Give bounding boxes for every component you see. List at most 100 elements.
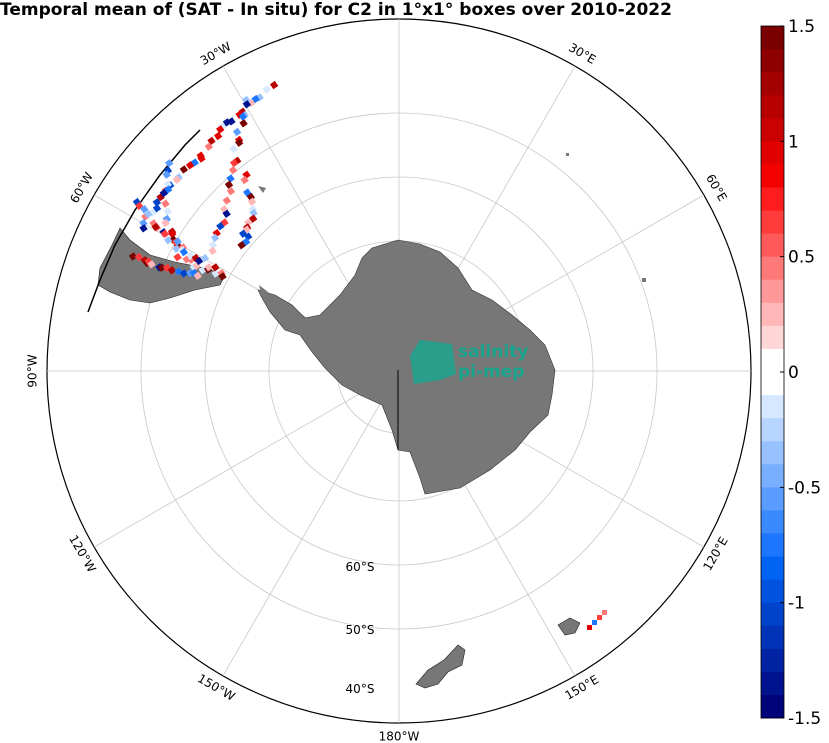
data-pixel	[204, 142, 213, 151]
data-pixel	[248, 214, 258, 223]
data-pixel	[222, 209, 231, 218]
data-pixel	[226, 187, 236, 196]
colorbar-swatch	[761, 694, 784, 719]
data-pixel	[134, 252, 144, 262]
data-pixel	[234, 138, 244, 147]
data-pixel	[172, 175, 182, 184]
data-pixel	[179, 165, 189, 174]
data-pixel	[602, 610, 607, 615]
latitude-label: 60°S	[346, 560, 375, 574]
colorbar-swatch	[761, 487, 784, 511]
data-pixel	[172, 244, 181, 254]
data-pixel	[164, 158, 174, 168]
data-pixel	[238, 112, 248, 121]
colorbar-swatch	[761, 510, 784, 534]
latitude-label: 40°S	[346, 682, 375, 696]
colorbar-swatch	[761, 279, 784, 304]
data-pixel	[247, 197, 257, 206]
data-pixel	[163, 236, 173, 245]
data-pixel	[163, 207, 172, 216]
data-pixel	[198, 265, 207, 275]
data-pixel	[216, 222, 225, 231]
data-pixel	[161, 218, 170, 228]
data-pixel	[173, 237, 182, 246]
data-pixel	[222, 118, 232, 127]
data-pixel	[197, 154, 206, 163]
data-pixel	[269, 80, 279, 90]
data-pixel	[173, 252, 182, 262]
salinity-pi-mep-logo: salinity pi-mep	[410, 340, 528, 384]
data-pixel	[224, 180, 234, 189]
small-island	[258, 186, 266, 193]
data-pixel	[194, 256, 204, 266]
data-pixel	[210, 233, 220, 243]
data-pixel	[157, 263, 166, 272]
colorbar-tick-label: -1.5	[788, 709, 821, 729]
tasmania-landmass	[557, 617, 581, 636]
data-pixel	[160, 229, 170, 239]
data-pixel	[143, 209, 153, 219]
data-pixel	[161, 199, 170, 208]
colorbar-swatch	[761, 464, 784, 488]
data-pixel	[139, 224, 148, 233]
front-line	[87, 129, 201, 313]
data-pixel	[229, 144, 238, 154]
colorbar-tick-label: 0	[788, 363, 799, 383]
data-pixel	[232, 127, 242, 137]
colorbar-tick-label: -1	[788, 594, 805, 614]
colorbar-swatch	[761, 302, 784, 327]
data-pixel	[262, 85, 271, 94]
colorbar-swatch	[761, 625, 784, 650]
latitude-label: 50°S	[346, 623, 375, 637]
colorbar-swatch	[761, 233, 784, 258]
data-pixel	[167, 266, 177, 275]
colorbar-swatch	[761, 648, 784, 673]
colorbar-swatch	[761, 533, 784, 558]
meridian-line	[93, 370, 400, 548]
colorbar-tick-label: 1	[788, 132, 799, 152]
colorbar-swatch	[761, 49, 784, 73]
map-title: Temporal mean of (SAT - In situ) for C2 …	[0, 0, 672, 20]
data-pixel	[229, 158, 239, 168]
colorbar-swatch	[761, 26, 784, 50]
data-pixel	[185, 161, 195, 170]
colorbar-swatch	[761, 372, 784, 396]
data-pixel	[152, 204, 162, 213]
data-pixel	[151, 222, 160, 232]
data-pixel	[228, 165, 238, 175]
data-pixel	[140, 204, 149, 214]
data-pixel	[147, 260, 156, 269]
data-pixel-layer	[128, 80, 607, 630]
data-pixel	[163, 180, 173, 189]
data-pixel	[242, 100, 252, 109]
data-pixel	[226, 174, 235, 183]
colorbar-swatch	[761, 325, 784, 350]
small-island	[642, 278, 646, 282]
data-pixel	[204, 263, 213, 272]
colorbar-swatch	[761, 256, 784, 281]
colorbar-tick-label: -0.5	[788, 478, 821, 498]
colorbar-swatch	[761, 164, 784, 188]
data-pixel	[213, 131, 223, 141]
data-pixel	[587, 625, 592, 630]
data-pixel	[239, 119, 248, 128]
data-pixel	[208, 246, 217, 256]
logo-line1: salinity	[458, 342, 528, 362]
colorbar-swatch	[761, 187, 784, 212]
colorbar-swatch	[761, 602, 784, 627]
colorbar-tick-label: 1.5	[788, 17, 815, 37]
meridian-line	[222, 370, 400, 677]
data-pixel	[237, 241, 246, 250]
logo-icon	[410, 340, 456, 384]
data-pixel	[162, 170, 171, 179]
longitude-label: 90°W	[26, 354, 40, 387]
colorbar-swatch	[761, 118, 784, 142]
colorbar-swatch	[761, 441, 784, 465]
data-pixel	[179, 247, 189, 257]
data-pixel	[592, 620, 597, 625]
colorbar-swatch	[761, 671, 784, 696]
longitude-label: 30°E	[566, 40, 598, 67]
data-pixel	[211, 269, 220, 278]
longitude-label: 60°E	[703, 172, 730, 204]
